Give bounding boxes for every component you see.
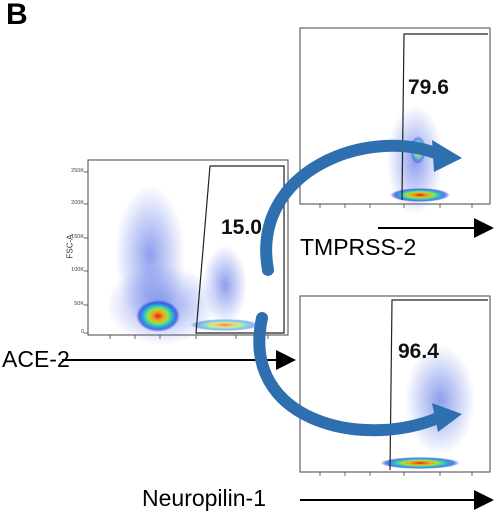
main-plot <box>84 159 289 345</box>
panel-letter: B <box>6 0 28 31</box>
main-y-tick: 50K <box>74 301 84 307</box>
bottom-gate-percentage: 96.4 <box>398 340 439 363</box>
main-density-hotspot <box>136 300 180 332</box>
main-density-cloud-upper <box>115 185 185 325</box>
main-y-tick: 200K <box>71 200 84 206</box>
main-plot-y-ticks <box>84 171 88 334</box>
top-plot-x-ticks <box>319 204 473 208</box>
main-y-tick: 100K <box>71 267 84 273</box>
top-density-hotspot <box>390 188 450 202</box>
tmprss2-label: TMPRSS-2 <box>300 234 417 260</box>
main-density-baseline <box>190 319 260 331</box>
curved-arrow-to-top <box>260 139 462 276</box>
main-ylabel: FSC-A <box>65 234 75 259</box>
main-gate-percentage: 15.0 <box>221 216 262 239</box>
main-plot-x-ticks <box>109 335 269 339</box>
bottom-plot-x-ticks <box>319 472 473 476</box>
curved-arrow-to-bottom <box>253 312 462 437</box>
bottom-plot <box>299 295 491 476</box>
main-y-tick: 0 <box>80 329 84 335</box>
neuropilin1-label: Neuropilin-1 <box>142 485 267 511</box>
bottom-gate <box>389 299 488 471</box>
main-y-tick: 150K <box>71 234 84 240</box>
main-y-tick: 250K <box>71 168 84 174</box>
top-gate-percentage: 79.6 <box>408 76 449 99</box>
main-density-right <box>203 245 247 325</box>
top-plot <box>299 27 491 215</box>
bottom-density-hotspot <box>380 457 460 469</box>
ace2-label: ACE-2 <box>2 346 70 372</box>
